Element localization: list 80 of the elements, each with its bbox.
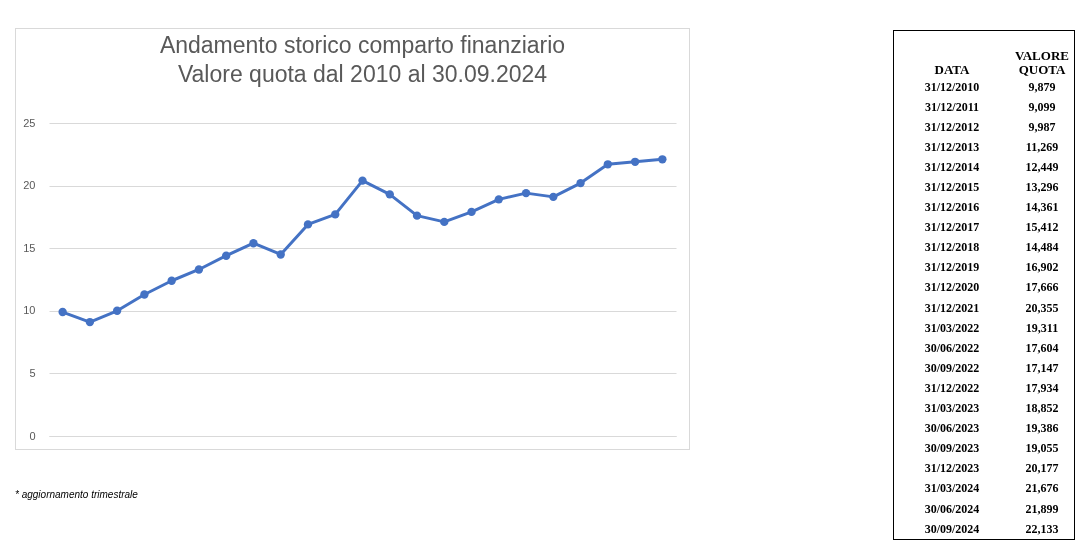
text: 31/12/2014	[923, 158, 981, 176]
text: 31/12/2022	[923, 379, 981, 397]
text: 30/09/2024	[923, 520, 981, 538]
point	[549, 192, 558, 202]
y-tick-label: 25	[23, 116, 36, 129]
text: 31/12/2021	[923, 299, 981, 317]
text: 13,296	[1024, 179, 1060, 196]
text: 31/03/2022	[923, 319, 981, 337]
text: DATA	[933, 61, 971, 77]
text: 30/06/2024	[923, 500, 981, 518]
point	[167, 276, 176, 285]
y-tick-label: 20	[23, 179, 36, 192]
point	[194, 265, 204, 274]
text: 22,133	[1024, 520, 1060, 538]
point	[630, 157, 640, 166]
text: 21,676	[1024, 480, 1060, 498]
text: 31/12/2010	[923, 78, 981, 96]
text: 30/09/2023	[923, 440, 981, 458]
text: 31/12/2012	[923, 118, 981, 136]
text: VALORE QUOTA	[1014, 47, 1070, 77]
text: 19,311	[1024, 319, 1060, 337]
point	[603, 160, 613, 169]
text: 20,177	[1024, 460, 1060, 478]
text: 14,484	[1024, 239, 1060, 257]
point	[303, 220, 313, 229]
text: 9,099	[1027, 98, 1057, 116]
text: 31/12/2017	[923, 219, 981, 237]
text: 9,987	[1027, 118, 1057, 136]
point	[440, 217, 449, 227]
point	[276, 250, 285, 259]
y-tick-label: 5	[29, 366, 36, 379]
point	[85, 317, 95, 327]
point	[494, 195, 503, 204]
text: 20,355	[1024, 299, 1060, 317]
y-tick-label: 10	[23, 304, 36, 317]
point	[358, 176, 367, 185]
y-tick-label: 15	[23, 241, 36, 254]
text: 21,899	[1024, 500, 1060, 518]
point	[222, 251, 231, 260]
text: 11,269	[1024, 138, 1060, 156]
text: 30/06/2023	[923, 420, 981, 438]
text: 18,852	[1024, 400, 1060, 418]
text: 17,604	[1024, 339, 1060, 357]
point	[249, 239, 258, 248]
text: 17,934	[1024, 379, 1060, 397]
point	[58, 307, 67, 317]
y-tick-label: 0	[29, 429, 36, 442]
text: 19,055	[1024, 440, 1060, 458]
text: 31/03/2024	[923, 480, 981, 498]
text: 31/12/2013	[923, 138, 981, 156]
point	[576, 178, 585, 188]
text: 12,449	[1024, 158, 1060, 176]
point	[112, 306, 122, 315]
text: 31/12/2019	[923, 259, 981, 277]
point	[140, 290, 149, 299]
point	[521, 188, 531, 198]
text: 14,361	[1024, 199, 1060, 217]
point	[412, 211, 422, 220]
chart-subtitle: Valore quota dal 2010 al 30.09.2024	[177, 61, 548, 87]
chart-title: Andamento storico comparto finanziario	[159, 32, 566, 58]
point	[331, 210, 340, 219]
text: 30/09/2022	[923, 359, 981, 377]
text: 30/06/2022	[923, 339, 981, 357]
point	[658, 155, 667, 164]
text: 16,902	[1024, 259, 1060, 277]
text: 15,412	[1024, 219, 1060, 237]
text: 31/12/2018	[923, 239, 981, 257]
point	[467, 207, 476, 217]
point	[385, 190, 394, 199]
text: * aggiornamento trimestrale	[15, 489, 138, 500]
text: 31/12/2015	[923, 179, 981, 196]
text: 17,147	[1024, 359, 1060, 377]
text: 17,666	[1024, 279, 1060, 297]
text: 31/12/2011	[924, 98, 980, 116]
text: 31/12/2023	[923, 460, 981, 478]
text: 31/03/2023	[923, 400, 981, 418]
text: 9,879	[1027, 78, 1057, 96]
text: 19,386	[1024, 420, 1060, 438]
text: 31/12/2016	[923, 199, 981, 217]
text: 31/12/2020	[923, 279, 981, 297]
